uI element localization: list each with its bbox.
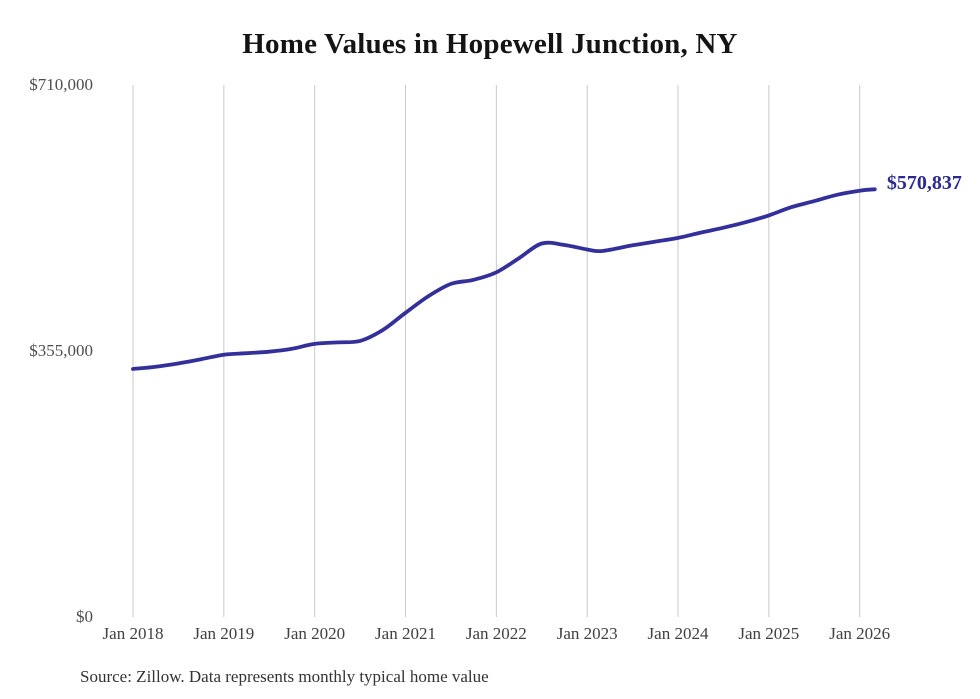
x-tick-label: Jan 2024 (647, 624, 709, 643)
y-tick-label: $710,000 (29, 75, 93, 94)
x-tick-label: Jan 2021 (375, 624, 436, 643)
home-value-line (131, 187, 877, 371)
latest-value-label: $570,837 (886, 172, 962, 195)
x-tick-label: Jan 2019 (193, 624, 255, 643)
x-tick-label: Jan 2018 (102, 624, 164, 643)
x-tick-label: Jan 2025 (738, 624, 800, 643)
x-tick-label: Jan 2023 (556, 624, 618, 643)
x-tick-label: Jan 2022 (465, 624, 527, 643)
y-tick-label: $355,000 (29, 341, 93, 360)
y-tick-label: $0 (76, 607, 93, 626)
source-note: Source: Zillow. Data represents monthly … (80, 667, 489, 686)
x-tick-label: Jan 2020 (284, 624, 346, 643)
x-tick-label: Jan 2026 (829, 624, 891, 643)
chart-title: Home Values in Hopewell Junction, NY (242, 28, 738, 60)
vertical-gridlines (132, 85, 861, 617)
